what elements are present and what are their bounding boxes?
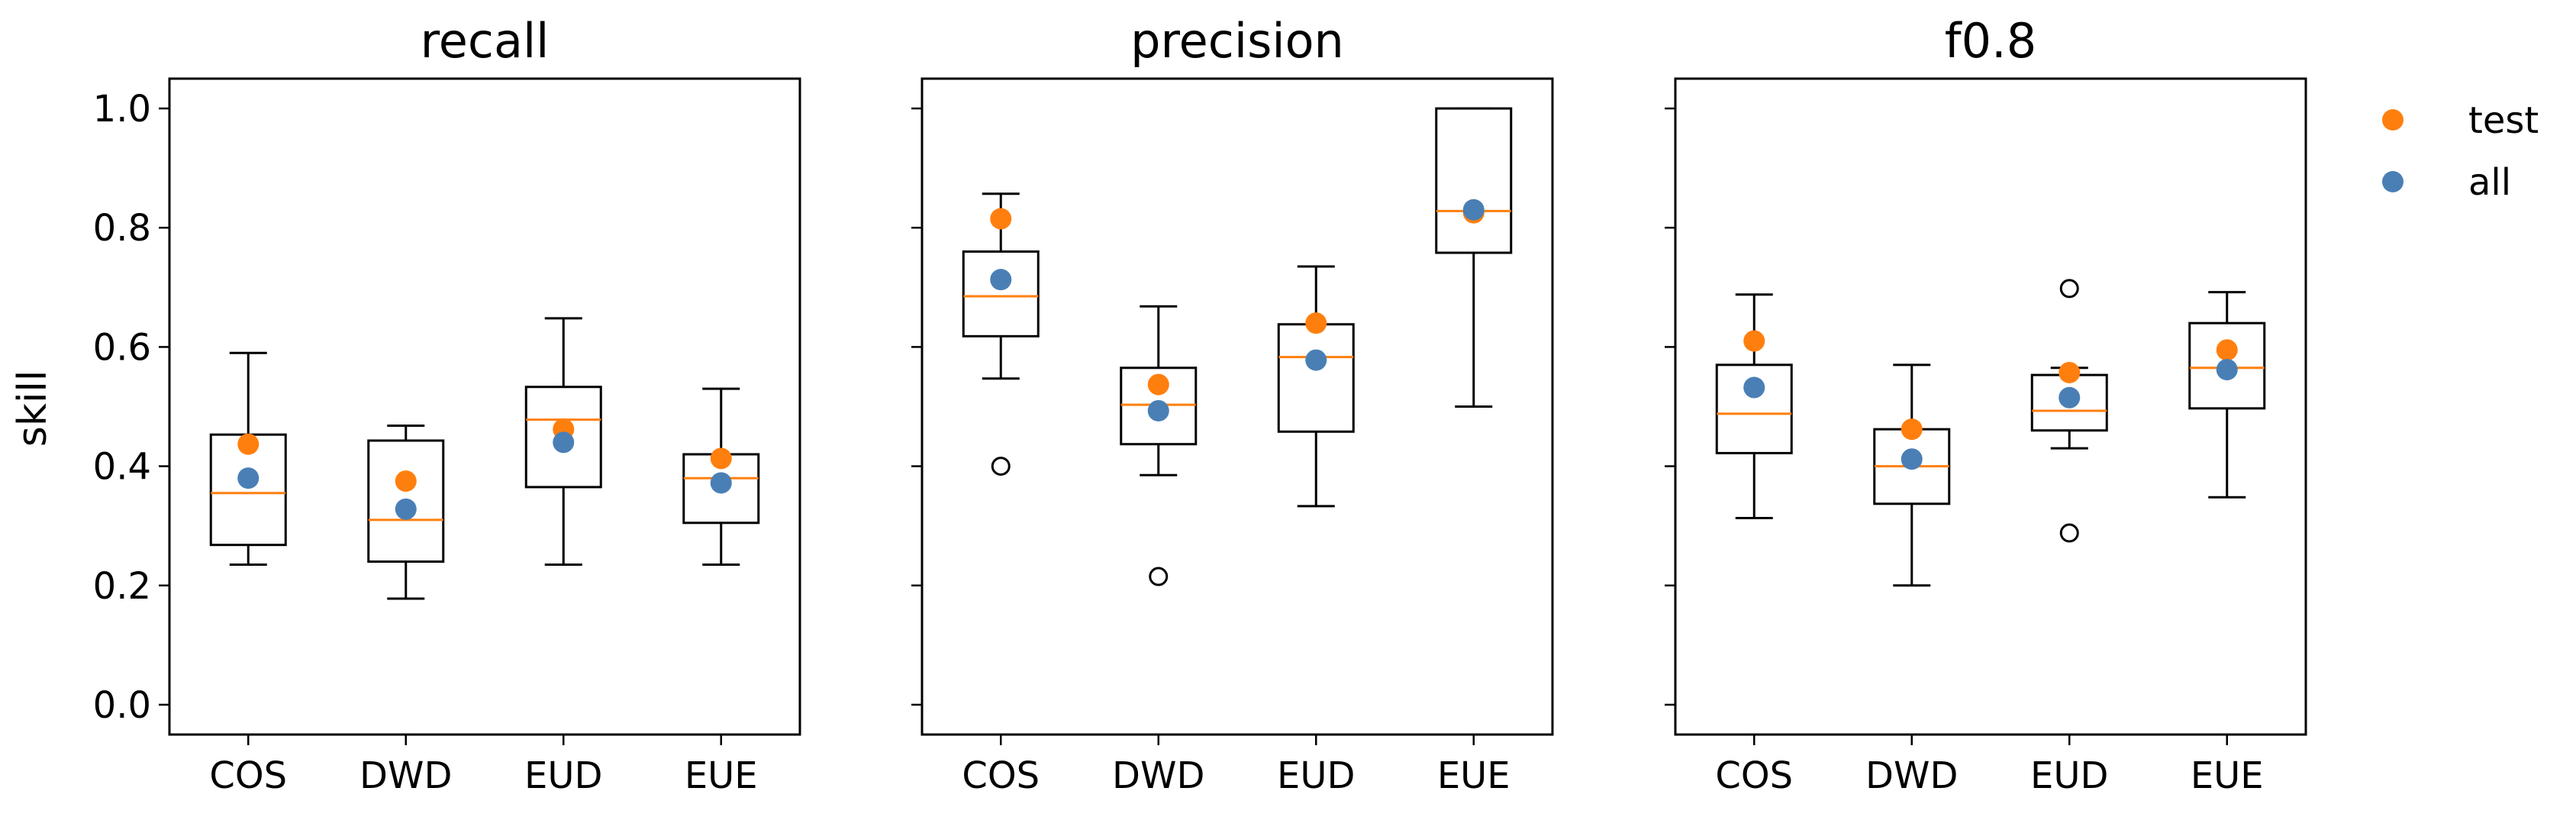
box-iqr — [1277, 323, 1355, 433]
outlier-point — [1149, 567, 1169, 586]
all-point — [1147, 399, 1169, 421]
legend: test all — [2382, 99, 2539, 204]
box-DWD — [367, 424, 445, 600]
test-point — [1743, 330, 1765, 352]
outlier-point — [991, 457, 1011, 476]
all-point — [1901, 448, 1923, 470]
all-point — [2059, 386, 2081, 408]
x-tick-label: EUE — [685, 754, 758, 797]
box-EUD — [2030, 279, 2108, 543]
panel-title: recall — [421, 13, 550, 69]
x-tick-label: COS — [209, 754, 287, 797]
x-tick-label: EUD — [1277, 754, 1355, 797]
panel-title: precision — [1130, 13, 1344, 69]
box-COS — [209, 351, 287, 566]
test-point — [2059, 361, 2081, 383]
all-point — [990, 269, 1012, 291]
legend-label: test — [2468, 99, 2539, 142]
all-point — [710, 472, 732, 494]
outlier-point — [2059, 279, 2079, 299]
box-iqr — [1715, 363, 1793, 454]
x-tick-label: COS — [962, 754, 1040, 797]
all-point — [553, 431, 575, 454]
box-EUD — [1277, 265, 1355, 508]
test-point — [990, 208, 1012, 230]
all-point — [1305, 349, 1327, 371]
box-iqr — [2188, 321, 2266, 410]
plot-frame — [1674, 77, 2307, 736]
test-point — [1305, 312, 1327, 334]
x-tick-label: EUE — [1437, 754, 1510, 797]
panel-title: f0.8 — [1945, 13, 2036, 69]
y-axis-label: skill — [10, 370, 56, 447]
box-DWD — [1873, 363, 1951, 587]
y-tick-label: 0.0 — [93, 684, 151, 727]
test-point — [237, 433, 260, 455]
test-point — [1901, 418, 1923, 441]
x-tick-label: DWD — [1865, 754, 1958, 797]
legend-label: all — [2468, 161, 2511, 204]
legend-entry-1: all — [2382, 161, 2511, 204]
box-EUE — [1435, 107, 1513, 408]
test-point — [1147, 373, 1169, 396]
x-tick-label: COS — [1715, 754, 1793, 797]
box-DWD — [1120, 305, 1198, 586]
plot-frame — [168, 77, 801, 736]
test-point — [2216, 339, 2238, 361]
box-COS — [962, 192, 1040, 476]
legend-entry-0: test — [2382, 99, 2539, 142]
all-point — [2216, 359, 2238, 381]
y-tick-label: 0.6 — [93, 326, 151, 369]
all-point — [237, 467, 260, 489]
x-tick-label: DWD — [359, 754, 452, 797]
box-iqr — [367, 439, 445, 564]
panel-1: precision COS DWD EUD EUE — [911, 13, 1554, 797]
test-point — [395, 470, 417, 492]
x-tick-label: EUD — [524, 754, 602, 797]
y-tick-label: 0.8 — [93, 207, 151, 250]
x-tick-label: EUD — [2030, 754, 2108, 797]
box-iqr — [1435, 107, 1513, 254]
y-tick-label: 0.4 — [93, 446, 151, 489]
x-tick-label: EUE — [2191, 754, 2264, 797]
box-EUE — [2188, 291, 2266, 499]
box-iqr — [524, 386, 602, 489]
box-iqr — [962, 250, 1040, 337]
x-tick-label: DWD — [1112, 754, 1204, 797]
all-point — [1743, 376, 1765, 399]
box-COS — [1715, 293, 1793, 520]
all-point — [1462, 199, 1485, 221]
y-tick-label: 1.0 — [93, 88, 151, 131]
panel-2: f0.8 COS DWD EUD EUE — [1665, 13, 2307, 797]
all-point — [395, 498, 417, 520]
plot-frame — [920, 77, 1554, 736]
y-tick-label: 0.2 — [93, 565, 151, 608]
panel-0: recall 0.0 0.2 0.4 0.6 0.8 1.0 COS DWD EUD EUE — [93, 13, 801, 797]
legend-marker — [2382, 171, 2404, 192]
test-point — [710, 447, 732, 470]
box-iqr — [1120, 367, 1198, 446]
legend-marker — [2382, 109, 2404, 131]
outlier-point — [2059, 523, 2079, 543]
